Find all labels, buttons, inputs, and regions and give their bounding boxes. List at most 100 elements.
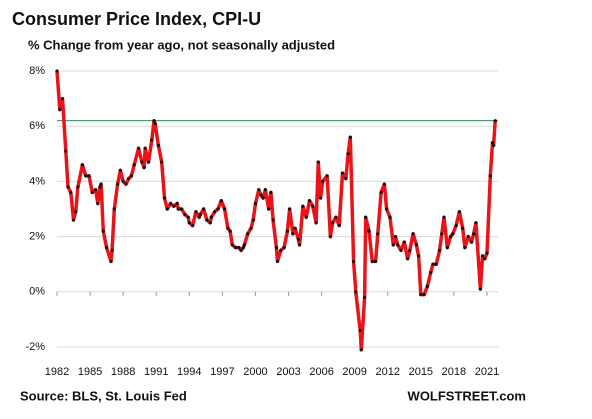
data-point: [208, 221, 212, 225]
data-point: [331, 221, 335, 225]
data-point: [490, 141, 495, 145]
data-point: [454, 223, 458, 228]
x-tick-label: 1991: [144, 366, 168, 378]
data-point: [156, 143, 161, 148]
chart-subtitle: % Change from year ago, not seasonally a…: [28, 37, 335, 52]
data-point: [176, 207, 180, 211]
x-tick-label: 2000: [243, 366, 267, 378]
data-point: [448, 235, 453, 239]
data-point: [485, 251, 489, 255]
x-tick-label: 2021: [475, 366, 499, 378]
data-point: [379, 190, 383, 195]
data-point: [291, 232, 295, 236]
data-point: [150, 138, 154, 142]
data-point: [239, 248, 243, 252]
data-point: [93, 188, 98, 192]
data-point: [493, 119, 497, 123]
data-point: [162, 196, 167, 200]
data-point: [408, 248, 412, 252]
data-point: [391, 243, 395, 247]
data-point: [461, 226, 465, 230]
data-point: [136, 146, 141, 150]
data-point: [304, 215, 308, 219]
x-tick-label: 1997: [210, 366, 234, 378]
x-tick-label: 2012: [376, 366, 400, 378]
data-point: [328, 235, 333, 239]
data-point: [84, 174, 88, 178]
data-point: [344, 177, 348, 181]
data-point: [376, 232, 380, 236]
data-point: [209, 215, 213, 219]
x-tick-label: 1982: [45, 366, 69, 378]
data-point: [358, 328, 362, 333]
x-tick-label: 2009: [342, 366, 366, 378]
data-point: [431, 262, 435, 266]
data-point: [110, 248, 114, 252]
data-point: [279, 248, 283, 252]
data-point: [259, 193, 263, 197]
data-point: [165, 207, 169, 211]
data-point: [451, 232, 455, 236]
data-point: [175, 201, 179, 206]
data-point: [393, 235, 398, 239]
data-point: [66, 185, 70, 189]
x-tick-label: 2018: [442, 366, 466, 378]
data-point: [274, 246, 278, 250]
data-point: [87, 174, 91, 178]
data-point: [402, 240, 406, 244]
data-point: [488, 174, 492, 178]
data-point: [202, 207, 206, 211]
data-point: [351, 259, 356, 264]
data-point: [445, 246, 449, 250]
data-point: [172, 204, 176, 208]
x-tick-label: 1988: [111, 366, 135, 378]
data-point: [55, 69, 59, 73]
source-note: Source: BLS, St. Louis Fed: [20, 388, 187, 403]
data-point: [96, 201, 100, 206]
data-point: [367, 229, 371, 233]
x-tick-label: 2006: [309, 366, 333, 378]
data-point: [422, 292, 426, 297]
data-point: [419, 292, 423, 297]
data-point: [109, 259, 113, 264]
data-point: [105, 246, 109, 250]
data-point: [263, 188, 267, 192]
data-point: [474, 221, 478, 225]
data-point: [491, 143, 496, 148]
cpi-line: [55, 70, 497, 352]
data-point: [321, 179, 325, 183]
data-point: [364, 215, 368, 219]
data-point: [411, 232, 415, 236]
data-point: [325, 174, 329, 178]
data-point: [222, 207, 227, 211]
data-point: [314, 221, 318, 225]
data-point: [198, 212, 202, 217]
data-point: [228, 229, 232, 233]
data-point: [179, 207, 184, 211]
data-point: [417, 254, 421, 258]
data-point: [480, 254, 485, 258]
x-tick-label: 2003: [276, 366, 300, 378]
data-point: [101, 229, 105, 233]
data-point: [359, 348, 363, 352]
data-point: [425, 284, 430, 288]
y-tick-label: 8%: [29, 65, 45, 77]
data-point: [129, 174, 134, 178]
data-point: [301, 204, 305, 208]
data-point: [311, 204, 315, 208]
data-point: [434, 262, 438, 266]
data-point: [288, 207, 292, 211]
data-point: [466, 235, 470, 239]
data-point: [340, 171, 345, 175]
y-tick-label: 6%: [29, 120, 45, 132]
data-point: [146, 160, 151, 164]
data-point: [71, 218, 76, 222]
y-tick-label: 4%: [29, 175, 45, 187]
data-point: [191, 223, 195, 228]
chart-title: Consumer Price Index, CPI-U: [12, 9, 261, 29]
data-point: [257, 188, 261, 192]
data-point: [153, 121, 157, 126]
data-point: [219, 199, 223, 203]
data-point: [213, 210, 217, 214]
